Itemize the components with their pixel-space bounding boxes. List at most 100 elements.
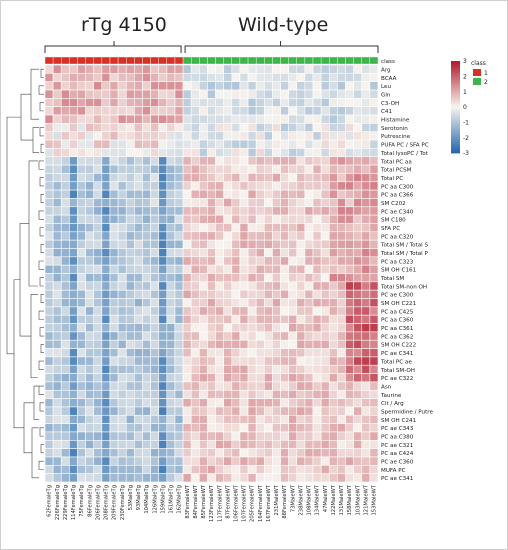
heatmap-cell [304, 314, 314, 324]
heatmap-cell [280, 339, 289, 349]
heatmap-cell [345, 231, 354, 241]
heatmap-cell [369, 98, 379, 108]
heatmap-cell [328, 281, 338, 291]
scale-segment [451, 87, 460, 89]
heatmap-cell [247, 439, 257, 449]
scale-tick-label: 1 [463, 89, 467, 96]
heatmap-cell [296, 306, 306, 316]
heatmap-cell [369, 406, 379, 416]
heatmap-cell [52, 389, 62, 399]
heatmap-cell [272, 239, 281, 249]
heatmap-cell [199, 164, 208, 174]
heatmap-cell [52, 198, 62, 208]
heatmap-cell [174, 73, 184, 82]
heatmap-cell [353, 98, 363, 108]
heatmap-cell [296, 131, 306, 141]
row-label: SM OH C241 [381, 418, 417, 424]
heatmap-cell [215, 431, 224, 441]
heatmap-cell [369, 431, 379, 441]
heatmap-cell [190, 223, 200, 233]
heatmap-cell [369, 106, 379, 116]
heatmap-cell [320, 473, 330, 483]
heatmap-cell [158, 189, 168, 199]
heatmap-cell [150, 414, 160, 424]
heatmap-cell [337, 298, 346, 308]
heatmap-cell [101, 173, 111, 183]
column-label: 73MaleWT [290, 484, 296, 512]
heatmap-cell [174, 356, 184, 366]
heatmap-cell [296, 189, 306, 199]
heatmap-cell [134, 339, 143, 349]
heatmap-cell [231, 414, 241, 424]
heatmap-cell [52, 206, 62, 216]
scale-segment [451, 68, 460, 71]
heatmap-cell [117, 381, 127, 391]
heatmap-cell [142, 373, 151, 383]
heatmap-cell [328, 389, 338, 399]
heatmap-cell [239, 439, 249, 449]
heatmap-cell [69, 206, 78, 216]
heatmap-cell [182, 114, 192, 124]
scale-segment [451, 130, 460, 132]
heatmap-cell [296, 289, 306, 299]
heatmap-cell [109, 231, 119, 241]
heatmap-cell [369, 306, 379, 316]
heatmap-cell [280, 81, 289, 91]
heatmap-cell [85, 156, 95, 166]
heatmap-cell [158, 414, 168, 424]
heatmap-cell [272, 123, 281, 133]
heatmap-cell [239, 456, 249, 466]
heatmap-cell [296, 214, 306, 224]
heatmap-cell [117, 81, 127, 91]
heatmap-cell [117, 164, 127, 174]
heatmap-cell [52, 114, 62, 124]
heatmap-cell [150, 448, 160, 458]
heatmap-cell [255, 156, 265, 166]
heatmap-cell [207, 131, 216, 141]
class-cell [231, 56, 241, 65]
heatmap-cell [142, 214, 151, 224]
heatmap-cell [337, 339, 346, 349]
row-label: PC ae C341 [381, 351, 414, 357]
row-label: PC aa C424 [381, 451, 414, 457]
heatmap-cell [312, 239, 322, 249]
heatmap-cell [369, 364, 379, 374]
heatmap-cell [69, 64, 78, 74]
heatmap-cell [296, 156, 306, 166]
heatmap-cell [85, 223, 95, 233]
heatmap-cell [215, 456, 224, 466]
heatmap-cell [304, 356, 314, 366]
heatmap-cell [337, 456, 346, 466]
heatmap-cell [296, 139, 306, 149]
heatmap-cell [101, 181, 111, 191]
heatmap-cell [109, 198, 119, 208]
heatmap-cell [231, 231, 241, 241]
heatmap-cell [117, 114, 127, 124]
heatmap-cell [166, 206, 176, 216]
heatmap-cell [117, 323, 127, 333]
heatmap-cell [85, 81, 95, 91]
heatmap-cell [288, 264, 298, 274]
heatmap-cell [255, 364, 265, 374]
heatmap-cell [215, 156, 224, 166]
heatmap-cell [280, 398, 289, 408]
heatmap-cell [85, 206, 95, 216]
heatmap-cell [101, 214, 111, 224]
heatmap-cell [320, 289, 330, 299]
heatmap-cell [247, 73, 257, 82]
heatmap-cell [85, 339, 95, 349]
heatmap-cell [280, 131, 289, 141]
heatmap-cell [166, 214, 176, 224]
heatmap-cell [93, 264, 103, 274]
heatmap-cell [44, 389, 54, 399]
heatmap-cell [312, 414, 322, 424]
heatmap-cell [320, 131, 330, 141]
heatmap-cell [109, 439, 119, 449]
heatmap-cell [190, 81, 200, 91]
heatmap-cell [272, 114, 281, 124]
heatmap-cell [101, 164, 111, 174]
heatmap-cell [328, 164, 338, 174]
row-label: Total PC [380, 176, 403, 182]
heatmap-cell [263, 164, 273, 174]
heatmap-cell [255, 414, 265, 424]
